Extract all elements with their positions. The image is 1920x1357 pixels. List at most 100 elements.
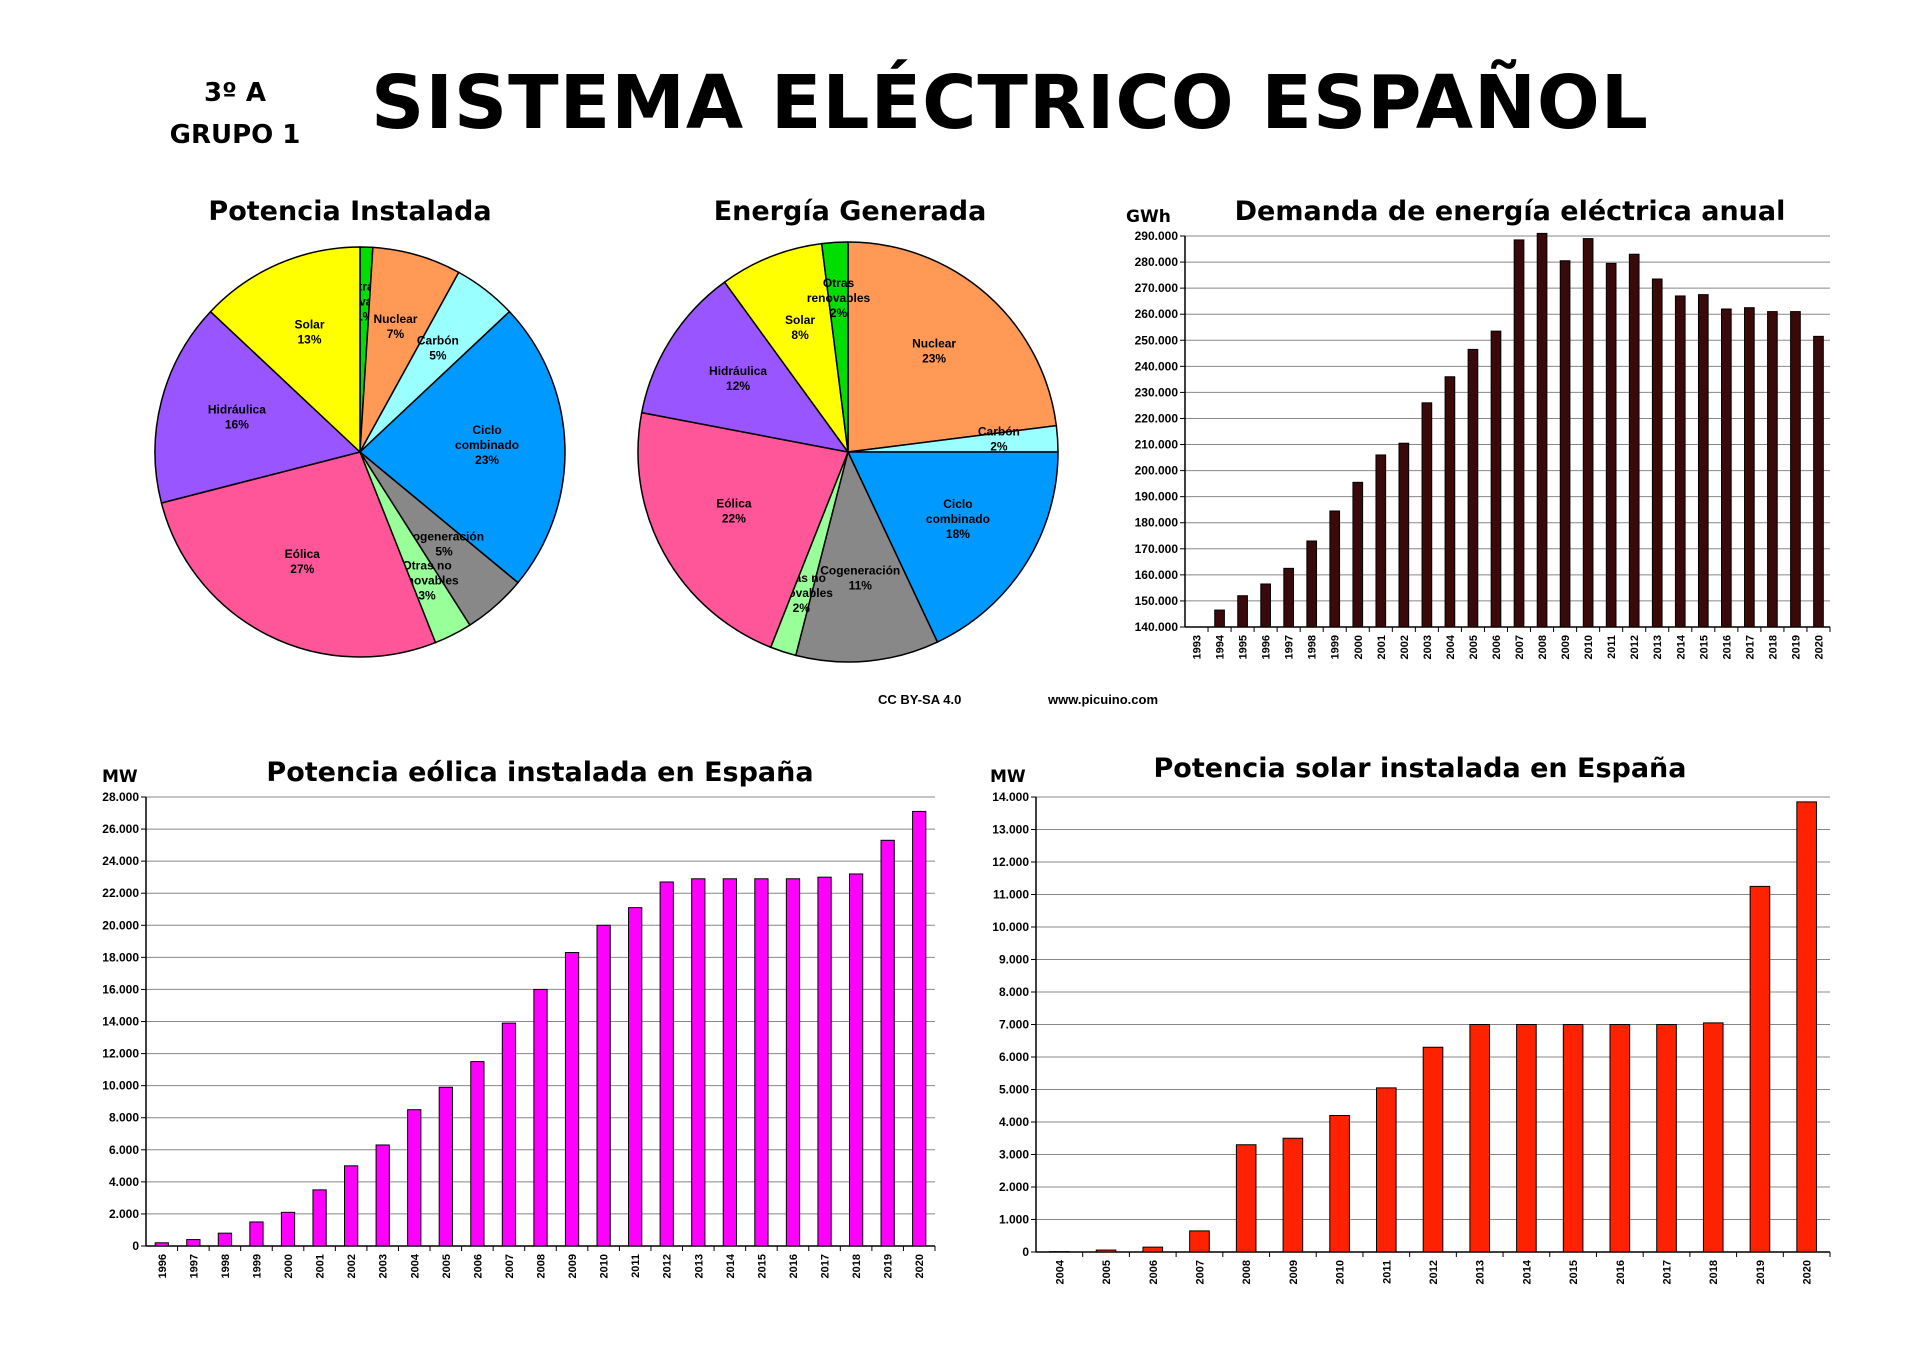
x-tick-label: 2020 <box>914 1254 926 1278</box>
pie-slice-label: Solar 8% <box>785 313 815 342</box>
y-tick-label: 22.000 <box>102 886 139 900</box>
x-tick-label: 2005 <box>1468 635 1480 659</box>
bar <box>1095 1249 1117 1253</box>
x-tick-label: 2009 <box>1560 635 1572 659</box>
x-tick-label: 2015 <box>1568 1260 1580 1284</box>
pie-slice <box>640 281 850 454</box>
license-label: CC BY-SA 4.0 <box>878 692 962 707</box>
x-tick-label: 2012 <box>1428 1260 1440 1284</box>
y-tick-label: 10.000 <box>102 1079 139 1093</box>
x-tick-label: 2004 <box>409 1253 421 1278</box>
bar <box>533 988 548 1247</box>
x-tick-label: 2011 <box>1606 635 1618 659</box>
x-tick-label: 2002 <box>346 1254 358 1278</box>
y-tick-label: 280.000 <box>1135 255 1179 269</box>
bar <box>848 873 864 1247</box>
y-tick-label: 24.000 <box>102 854 139 868</box>
y-tick-label: 170.000 <box>1135 542 1179 556</box>
bar <box>1767 311 1778 628</box>
y-tick-label: 6.000 <box>999 1050 1029 1064</box>
bar <box>1306 540 1318 628</box>
y-tick-label: 18.000 <box>102 950 139 964</box>
x-tick-label: 2010 <box>599 1254 611 1278</box>
x-tick-label: 2011 <box>1381 1260 1393 1284</box>
x-tick-label: 2019 <box>883 1254 895 1278</box>
pie-slice <box>846 451 1059 644</box>
pie-slice <box>820 241 849 453</box>
bar <box>1536 232 1548 628</box>
x-tick-label: 1997 <box>188 1254 200 1278</box>
bar <box>1235 1144 1257 1253</box>
x-tick-label: 2017 <box>1744 635 1756 659</box>
bar <box>1282 1137 1304 1253</box>
bar <box>564 952 580 1247</box>
x-tick-label: 2000 <box>283 1254 295 1278</box>
y-tick-label: 5.000 <box>999 1083 1029 1097</box>
bar <box>1421 402 1433 628</box>
y-tick-label: 1.000 <box>999 1213 1029 1227</box>
bar <box>722 878 737 1247</box>
bar <box>249 1221 264 1247</box>
y-tick-label: 9.000 <box>999 953 1029 967</box>
y-tick-label: 250.000 <box>1135 333 1179 347</box>
y-tick-label: 270.000 <box>1135 281 1179 295</box>
x-tick-label: 2001 <box>1376 635 1388 659</box>
pie-slice <box>154 310 362 504</box>
x-tick-label: 2013 <box>693 1254 705 1278</box>
x-tick-label: 2017 <box>820 1254 832 1278</box>
wind-title: Potencia eólica instalada en España <box>266 757 814 788</box>
bar <box>438 1086 453 1247</box>
y-tick-label: 0 <box>1022 1245 1029 1259</box>
pie-slice <box>209 246 361 454</box>
bar <box>344 1165 359 1247</box>
x-tick-label: 2012 <box>1629 635 1641 659</box>
y-tick-label: 220.000 <box>1135 411 1179 425</box>
bar <box>186 1239 201 1247</box>
pie2-title: Energía Generada <box>713 196 987 227</box>
x-tick-label: 2009 <box>1288 1260 1300 1284</box>
y-tick-label: 16.000 <box>102 982 139 996</box>
bar <box>785 878 801 1247</box>
x-tick-label: 2020 <box>1813 635 1825 659</box>
pie-slice-label: Hidráulica 12% <box>709 364 767 393</box>
x-tick-label: 2016 <box>1615 1260 1627 1284</box>
x-tick-label: 2018 <box>851 1254 863 1278</box>
y-tick-label: 260.000 <box>1135 307 1179 321</box>
bar <box>596 924 611 1247</box>
pie-slice-label: Hidráulica 16% <box>208 402 266 431</box>
bar-chart-demand: 140.000 150.000 160.000 170.000 180.000 190.0… <box>1135 229 1831 659</box>
y-tick-label: 6.000 <box>109 1143 139 1157</box>
pie-1: Otras renovables 1% Nuclear 7% Carbón 5%Ciclo c… <box>154 246 566 658</box>
y-tick-label: 11.000 <box>993 888 1029 902</box>
pie-slice <box>723 242 849 453</box>
y-tick-label: 0 <box>132 1239 139 1253</box>
bar <box>1513 239 1525 628</box>
bar <box>1490 330 1502 628</box>
bar <box>1702 1022 1724 1253</box>
x-tick-label: 1999 <box>1330 635 1342 659</box>
class-label: 3º A <box>204 78 266 108</box>
bar <box>1697 294 1709 628</box>
bar <box>1813 335 1824 628</box>
pie-slice <box>358 310 566 584</box>
website-label: www.picuino.com <box>1048 692 1159 707</box>
bar <box>470 1061 485 1247</box>
x-tick-label: 2004 <box>1054 1259 1066 1284</box>
x-tick-label: 2015 <box>1698 635 1710 659</box>
y-tick-label: 8.000 <box>109 1111 139 1125</box>
x-tick-label: 2006 <box>1491 635 1503 659</box>
bar <box>1674 295 1686 628</box>
y-tick-label: 3.000 <box>999 1148 1029 1162</box>
x-tick-label: 2018 <box>1767 635 1779 659</box>
bar <box>1142 1246 1164 1253</box>
x-tick-label: 1998 <box>220 1254 232 1278</box>
x-tick-label: 2007 <box>1514 635 1526 659</box>
x-tick-label: 2007 <box>1194 1260 1206 1284</box>
x-tick-label: 1997 <box>1284 635 1296 659</box>
bar <box>312 1189 327 1247</box>
x-tick-label: 2014 <box>725 1253 737 1278</box>
pie-slice-label: Nuclear 23% <box>912 336 956 365</box>
bar <box>1260 583 1271 628</box>
x-tick-label: 2008 <box>536 1254 548 1278</box>
